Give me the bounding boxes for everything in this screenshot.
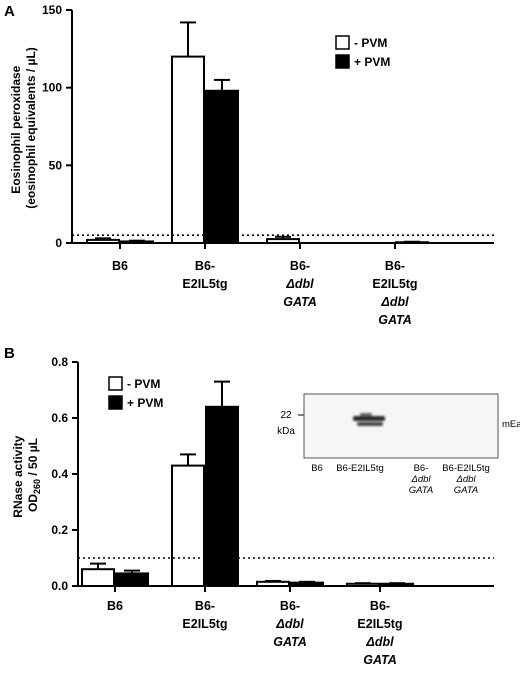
blot-lane-label: B6-E2IL5tg Δdbl GATA	[442, 463, 490, 496]
panel-a-category-labels: B6 B6-E2IL5tg B6-Δdbl GATA B6-E2IL5tg Δdbl GAT…	[112, 259, 418, 327]
legend-label-plus-pvm: + PVM	[354, 55, 390, 69]
panel-b-legend: - PVM + PVM	[108, 376, 163, 410]
y-tick-label: 0.8	[51, 355, 68, 369]
panel-b: B RNase activity OD260 / 50 µL 0.0 0.2 0.4…	[4, 345, 520, 667]
panel-a-letter: A	[4, 3, 15, 20]
blot-lane-label: B6-E2IL5tg	[336, 463, 384, 474]
legend-label-minus-pvm: - PVM	[354, 36, 387, 50]
legend-swatch-plus-pvm	[108, 395, 123, 410]
blot-band-label: mEars	[502, 419, 520, 430]
bar-minus-pvm	[171, 464, 205, 588]
bar-plus-pvm	[115, 572, 149, 588]
blot-unit-kda: kDa	[277, 426, 295, 437]
panel-b-ylabel-line1: RNase activity	[11, 435, 25, 517]
y-tick-label: 0	[55, 236, 62, 250]
panel-b-category-labels: B6 B6-E2IL5tg B6-Δdbl GATA B6-E2IL5tg Δdbl GAT…	[107, 599, 403, 667]
y-tick-label: 100	[42, 81, 62, 95]
category-label: B6-Δdbl GATA	[273, 599, 307, 649]
legend-label-minus-pvm: - PVM	[127, 377, 160, 391]
legend-swatch-minus-pvm	[108, 376, 123, 391]
bar-minus-pvm	[86, 238, 120, 244]
category-label: B6-E2IL5tg	[182, 599, 227, 631]
legend-swatch-minus-pvm	[335, 35, 350, 50]
panel-a-legend: - PVM + PVM	[335, 35, 390, 69]
legend-label-plus-pvm: + PVM	[127, 396, 163, 410]
blot-lane-labels: B6 B6-E2IL5tg B6-Δdbl GATA B6-E2IL5tg Δdbl GAT…	[311, 463, 490, 496]
bar-plus-pvm	[205, 89, 239, 244]
bar-minus-pvm	[266, 238, 300, 245]
category-label: B6	[107, 599, 123, 613]
panel-b-ylabel: RNase activity OD260 / 50 µL	[11, 432, 42, 517]
y-tick-label: 0.6	[51, 411, 68, 425]
bar-plus-pvm	[120, 240, 154, 245]
bar-minus-pvm	[171, 55, 205, 244]
blot-marker-22: 22	[280, 410, 292, 421]
panel-a-y-axis: 0 50 100 150	[42, 3, 73, 250]
bar-minus-pvm	[81, 568, 115, 588]
bar-plus-pvm	[205, 405, 239, 587]
panel-b-bars	[81, 380, 414, 588]
y-tick-label: 150	[42, 3, 62, 17]
blot-lane-label: B6	[311, 463, 323, 474]
y-tick-label: 0.4	[51, 467, 68, 481]
panel-b-letter: B	[4, 345, 15, 362]
y-tick-label: 50	[49, 158, 63, 172]
category-label: B6-E2IL5tg Δdbl GATA	[372, 259, 417, 327]
panel-a-ylabel-line2: (eosinophil equivalents / µL)	[24, 47, 38, 209]
panel-a: A Eosinophil peroxidase (eosinophil equi…	[4, 3, 494, 327]
legend-swatch-plus-pvm	[335, 54, 350, 69]
panel-a-ylabel: Eosinophil peroxidase (eosinophil equiva…	[9, 47, 38, 209]
category-label: B6-E2IL5tg	[182, 259, 227, 291]
y-tick-label: 0.0	[51, 579, 68, 593]
y-tick-label: 0.2	[51, 523, 68, 537]
panel-a-ylabel-line1: Eosinophil peroxidase	[9, 65, 23, 193]
category-label: B6-Δdbl GATA	[283, 259, 317, 309]
blot-band	[353, 413, 385, 426]
bar-minus-pvm	[256, 580, 290, 587]
blot-lane-label: B6-Δdbl GATA	[409, 463, 433, 496]
category-label: B6	[112, 259, 128, 273]
panel-b-y-axis: 0.0 0.2 0.4 0.6 0.8	[51, 355, 79, 593]
category-label: B6-E2IL5tg Δdbl GATA	[357, 599, 402, 667]
panel-b-ylabel-line2: OD260 / 50 µL	[26, 438, 42, 512]
panel-a-bars	[86, 21, 429, 245]
blot-membrane	[303, 393, 499, 459]
bar-plus-pvm	[290, 581, 324, 588]
